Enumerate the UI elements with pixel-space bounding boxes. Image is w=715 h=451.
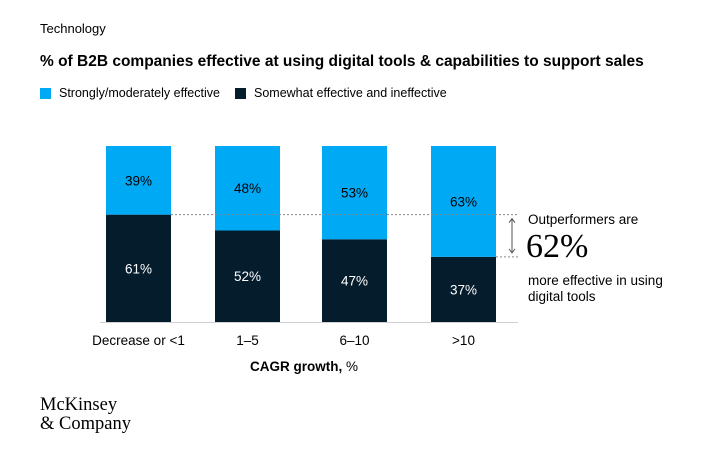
bar-strong [322, 146, 387, 240]
data-label-somewhat: 52% [234, 269, 261, 284]
mckinsey-logo: McKinsey & Company [40, 395, 131, 434]
x-tick-label: 1–5 [236, 333, 259, 348]
data-label-strong: 63% [450, 194, 477, 209]
legend-label: Strongly/moderately effective [59, 86, 220, 100]
legend-item-strong: Strongly/moderately effective [40, 86, 220, 100]
data-label-somewhat: 61% [125, 261, 152, 276]
x-axis-title: CAGR growth, % [250, 359, 358, 374]
data-label-somewhat: 37% [450, 282, 477, 297]
bar-strong [431, 146, 496, 257]
bar-strong [106, 146, 171, 215]
data-label-strong: 53% [341, 186, 368, 201]
section-label: Technology [40, 21, 106, 36]
annotation-line1: Outperformers are [528, 212, 639, 227]
x-tick-label: 6–10 [339, 333, 369, 348]
bar-somewhat [215, 230, 280, 322]
legend-swatch-somewhat [235, 87, 246, 99]
bar-somewhat [322, 239, 387, 322]
annotation-value: 62% [526, 228, 589, 265]
data-label-strong: 48% [234, 181, 261, 196]
bar-strong [215, 146, 280, 231]
x-tick-label: >10 [452, 333, 475, 348]
x-axis-title-unit: % [342, 359, 359, 374]
chart-title: % of B2B companies effective at using di… [40, 53, 644, 70]
arrow-up-icon [508, 217, 516, 223]
data-label-somewhat: 47% [341, 274, 368, 289]
x-tick-label: Decrease or <1 [92, 333, 185, 348]
legend-label: Somewhat effective and ineffective [254, 86, 447, 100]
legend-item-somewhat: Somewhat effective and ineffective [235, 86, 447, 100]
annotation-line2: more effective in using [528, 273, 663, 288]
x-axis-title-bold: CAGR growth, [250, 359, 343, 374]
bar-somewhat [106, 214, 171, 322]
annotation-line3: digital tools [528, 289, 596, 304]
arrow-down-icon [508, 248, 516, 254]
bar-somewhat [431, 256, 496, 322]
data-label-strong: 39% [125, 173, 152, 188]
legend-swatch-strong [40, 87, 51, 99]
